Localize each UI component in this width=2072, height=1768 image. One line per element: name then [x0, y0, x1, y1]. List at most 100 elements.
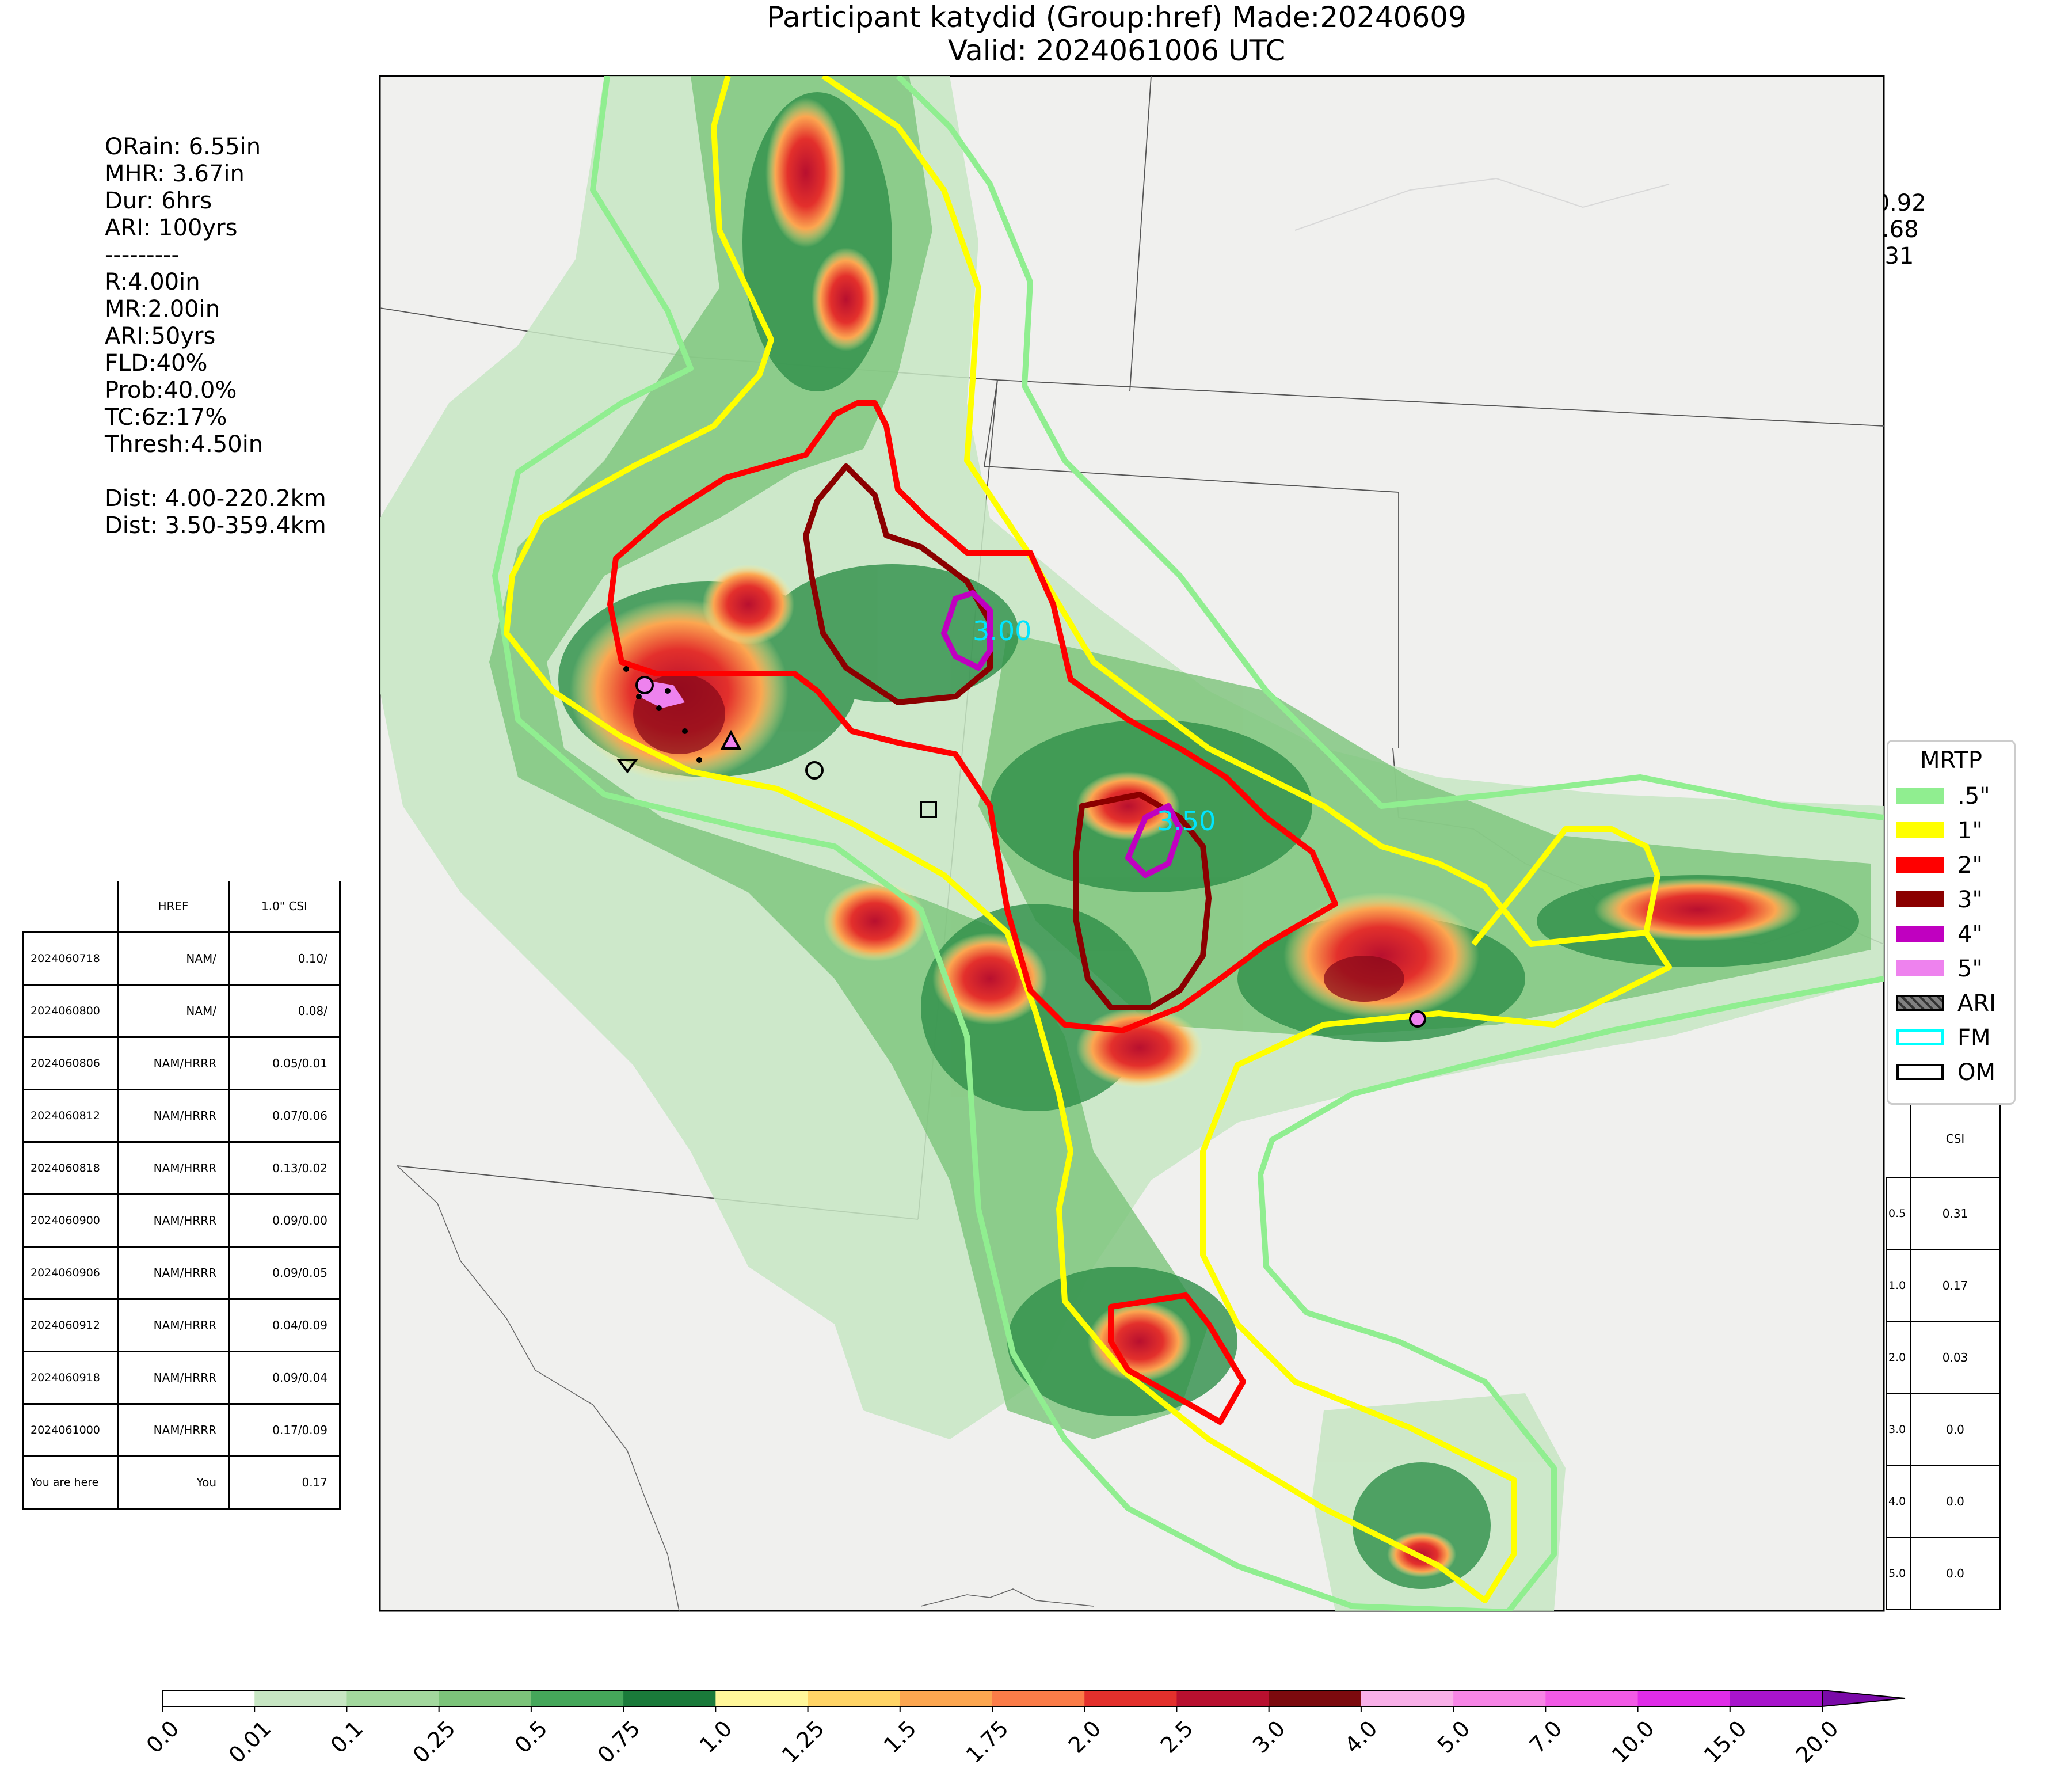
csi-row: 1.0 0.17	[1886, 1249, 2001, 1322]
obs-triangle-marker	[720, 729, 742, 750]
history-row-cell: 0.04/0.09	[228, 1298, 341, 1352]
history-row-cell: 0.08/	[228, 984, 341, 1038]
history-row: 2024060800 NAM/0.08/	[22, 984, 341, 1038]
csi-cell: 2.0	[1886, 1321, 1911, 1394]
colorbar	[162, 1689, 1906, 1712]
colorbar-segment	[1269, 1690, 1362, 1706]
history-row-cell: 2024060818	[22, 1141, 119, 1195]
history-row-cell: NAM/	[117, 984, 230, 1038]
colorbar-segment	[623, 1690, 716, 1706]
colorbar-segment	[162, 1690, 255, 1706]
legend-swatch	[1896, 788, 1944, 804]
colorbar-segment	[439, 1690, 532, 1706]
legend-label: FM	[1957, 1025, 1991, 1051]
history-header-row-cell	[23, 881, 118, 933]
history-row-cell: 2024060900	[22, 1193, 119, 1248]
history-row-cell: 0.09/0.04	[228, 1351, 341, 1405]
history-row-cell: NAM/HRRR	[117, 1351, 230, 1405]
history-header-row: HREF 1.0" CSI	[23, 881, 341, 933]
history-row: 2024060718 NAM/0.10/	[22, 931, 341, 986]
csi-cell: 1.0	[1886, 1249, 1911, 1322]
legend-label: OM	[1957, 1059, 1995, 1086]
colorbar-segment	[531, 1690, 624, 1706]
history-row-cell: NAM/HRRR	[117, 1141, 230, 1195]
history-row-cell: NAM/HRRR	[117, 1403, 230, 1457]
csi-cell: 0.31	[1910, 1177, 2001, 1250]
history-row-cell: 0.09/0.00	[228, 1193, 341, 1248]
colorbar-segment	[1453, 1690, 1546, 1706]
history-row: 2024060900 NAM/HRRR 0.09/0.00	[22, 1193, 341, 1248]
border-line-south	[920, 1588, 1094, 1607]
legend-swatch	[1896, 857, 1944, 873]
history-row-cell: NAM/	[117, 931, 230, 986]
history-row-cell: NAM/HRRR	[117, 1246, 230, 1300]
history-row: 2024060912 NAM/HRRR 0.04/0.09	[22, 1298, 341, 1352]
colorbar-segment	[1545, 1690, 1639, 1706]
legend-label: 3"	[1957, 887, 1983, 913]
history-row-cell: You	[117, 1455, 230, 1510]
obs-square-marker	[920, 801, 937, 818]
colorbar-segment	[715, 1690, 809, 1706]
legend-label: 5"	[1957, 956, 1983, 982]
history-row-cell: 0.17/0.09	[228, 1403, 341, 1457]
history-row-cell: You are here	[22, 1455, 119, 1510]
colorbar-segment	[1361, 1690, 1454, 1706]
history-row-cell: 0.05/0.01	[228, 1036, 341, 1090]
history-row-cell: 2024060906	[22, 1246, 119, 1300]
csi-cell: 0.17	[1910, 1249, 2001, 1322]
contour-4in-central	[1125, 803, 1183, 878]
obs-circle-marker	[635, 676, 654, 694]
legend-swatch	[1896, 1064, 1944, 1080]
history-row-cell: 2024060806	[22, 1036, 119, 1090]
legend-swatch	[1896, 822, 1944, 838]
contour-label-3-5: 3.50	[1157, 805, 1216, 837]
chart-title-line2: Valid: 2024061006 UTC	[947, 34, 1286, 67]
contour-label-3: 3.00	[973, 615, 1031, 647]
history-header-row-cell: HREF	[117, 881, 230, 933]
csi-row: 5.0 0.0	[1886, 1537, 2001, 1610]
history-row-cell: NAM/HRRR	[117, 1089, 230, 1143]
history-row-cell: 2024060800	[22, 984, 119, 1038]
csi-header-row: CSI	[1886, 1101, 2001, 1178]
legend-swatch	[1896, 960, 1944, 976]
csi-row: 2.0 0.03	[1886, 1321, 2001, 1394]
colorbar-extend-arrow	[1822, 1689, 1906, 1708]
csi-row: 0.5 0.31	[1886, 1177, 2001, 1250]
csi-cell: 3.0	[1886, 1393, 1911, 1466]
faint-road	[1294, 177, 1670, 231]
history-row-cell: 0.09/0.05	[228, 1246, 341, 1300]
contour-1in-east	[1471, 826, 1660, 946]
legend-label: ARI	[1957, 990, 1996, 1017]
history-header-row-cell: 1.0" CSI	[228, 881, 341, 933]
colorbar-segment	[992, 1690, 1085, 1706]
obs-point-markers	[623, 666, 702, 763]
contour-3in-central	[1073, 792, 1212, 1010]
csi-row: 4.0 0.0	[1886, 1465, 2001, 1538]
history-row-cell: NAM/HRRR	[117, 1036, 230, 1090]
history-row-cell: 0.10/	[228, 931, 341, 986]
csi-by-threshold-table: CSI 0.5 0.31 1.0 0.17 2.0 0.03 3.0 0.0 4.0 0.0 5.0 0…	[1886, 1101, 2001, 1610]
csi-cell: 0.0	[1910, 1393, 2001, 1466]
colorbar-segment	[1084, 1690, 1177, 1706]
history-row-cell: NAM/HRRR	[117, 1193, 230, 1248]
history-row-cell: 0.17	[228, 1455, 341, 1510]
contour-4in-north	[941, 590, 993, 671]
contour-2in	[607, 400, 1338, 1033]
legend-swatch	[1896, 926, 1944, 942]
history-row: 2024060906 NAM/HRRR 0.09/0.05	[22, 1246, 341, 1300]
csi-row: 3.0 0.0	[1886, 1393, 2001, 1466]
history-row-cell: 2024060812	[22, 1089, 119, 1143]
csi-cell: 0.5	[1886, 1177, 1911, 1250]
river-line	[397, 1165, 680, 1611]
csi-cell: 0.0	[1910, 1465, 2001, 1538]
obs-down-triangle-marker	[616, 759, 638, 774]
csi-header-empty	[1886, 1101, 1911, 1178]
history-csi-table: HREF 1.0" CSI 2024060718 NAM/0.10/202406080…	[22, 881, 341, 1510]
csi-cell: 4.0	[1886, 1465, 1911, 1538]
history-row: 2024060918 NAM/HRRR 0.09/0.04	[22, 1351, 341, 1405]
history-row: 2024060812 NAM/HRRR 0.07/0.06	[22, 1089, 341, 1143]
observation-markers	[616, 676, 1426, 1028]
history-row: You are here You 0.17	[22, 1455, 341, 1510]
legend-label: 2"	[1957, 852, 1983, 879]
